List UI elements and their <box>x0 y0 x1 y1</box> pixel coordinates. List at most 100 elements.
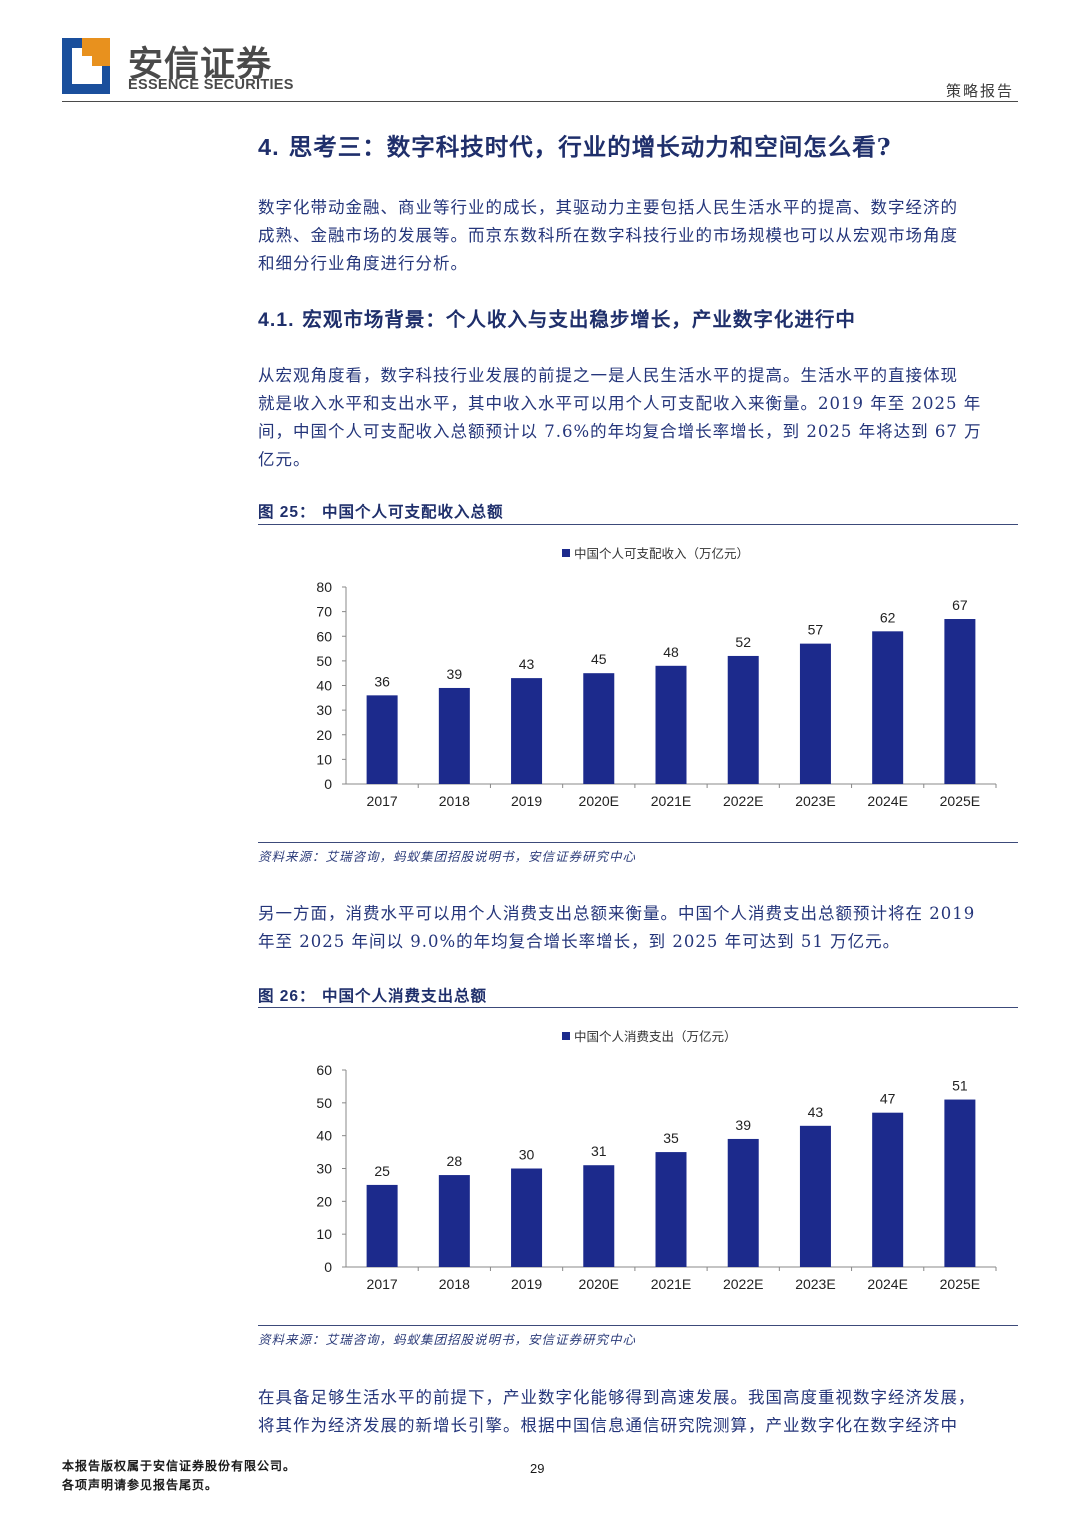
footer-disclaimer: 各项声明请参见报告尾页。 <box>62 1478 219 1492</box>
x-tick-label: 2023E <box>795 793 835 809</box>
text-line: 年至 2025 年间以 9.0%的年均复合增长率增长，到 2025 年可达到 5… <box>258 932 901 951</box>
y-tick-label: 10 <box>316 1226 332 1242</box>
data-label: 30 <box>519 1147 535 1163</box>
bar <box>727 1138 759 1267</box>
legend-label: 中国个人可支配收入（万亿元） <box>574 546 749 561</box>
data-label: 43 <box>519 656 535 672</box>
y-tick-label: 30 <box>316 702 332 718</box>
data-label: 45 <box>591 651 607 667</box>
legend-swatch <box>562 549 570 557</box>
x-tick-label: 2025E <box>940 1276 980 1292</box>
data-label: 43 <box>808 1104 824 1120</box>
header-divider <box>62 101 1018 102</box>
data-label: 35 <box>663 1130 679 1146</box>
figure-divider <box>258 842 1018 843</box>
y-tick-label: 30 <box>316 1161 332 1177</box>
y-tick-label: 60 <box>316 628 332 644</box>
text-line: 另一方面，消费水平可以用个人消费支出总额来衡量。中国个人消费支出总额预计将在 2… <box>258 904 976 923</box>
income-paragraph: 从宏观角度看，数字科技行业发展的前提之一是人民生活水平的提高。生活水平的直接体现… <box>258 362 1022 474</box>
y-tick-label: 20 <box>316 727 332 743</box>
subsection-title: 宏观市场背景：个人收入与支出稳步增长，产业数字化进行中 <box>302 308 856 331</box>
text-line: 数字化带动金融、商业等行业的成长，其驱动力主要包括人民生活水平的提高、数字经济的 <box>258 198 958 217</box>
x-tick-label: 2021E <box>651 1276 691 1292</box>
data-label: 47 <box>880 1091 896 1107</box>
bar <box>799 1125 831 1267</box>
x-tick-label: 2025E <box>940 793 980 809</box>
x-tick-label: 2020E <box>579 793 619 809</box>
text-line: 成熟、金融市场的发展等。而京东数科所在数字科技行业的市场规模也可以从宏观市场角度 <box>258 226 958 245</box>
y-tick-label: 40 <box>316 678 332 694</box>
data-label: 39 <box>447 666 463 682</box>
text-line: 和细分行业角度进行分析。 <box>258 254 468 273</box>
bar <box>366 695 398 784</box>
text-line: 从宏观角度看，数字科技行业发展的前提之一是人民生活水平的提高。生活水平的直接体现 <box>258 366 958 385</box>
bar <box>511 678 543 784</box>
bar <box>727 655 759 784</box>
y-tick-label: 60 <box>316 1062 332 1078</box>
figure-25-title: 图 25： 中国个人可支配收入总额 <box>258 500 503 522</box>
bar <box>872 631 904 784</box>
figure-title-text: 中国个人可支配收入总额 <box>321 502 504 521</box>
brand-name-cn: 安信证券 <box>128 45 273 85</box>
bar <box>366 1184 398 1267</box>
data-label: 62 <box>880 609 896 625</box>
company-logo-icon <box>62 38 110 94</box>
x-tick-label: 2021E <box>651 793 691 809</box>
y-tick-label: 0 <box>324 1259 332 1275</box>
consumption-bar-chart: 中国个人消费支出（万亿元） 0 10 20 30 40 50 60 25 2017 28 2018 30… <box>258 1018 1018 1308</box>
y-tick-label: 50 <box>316 1095 332 1111</box>
bar <box>511 1168 543 1267</box>
y-tick-label: 0 <box>324 776 332 792</box>
data-label: 48 <box>663 644 679 660</box>
figure-divider <box>258 1325 1018 1326</box>
data-label: 28 <box>447 1153 463 1169</box>
y-tick-label: 70 <box>316 604 332 620</box>
x-tick-label: 2018 <box>439 793 470 809</box>
y-tick-label: 80 <box>316 579 332 595</box>
figure-source: 资料来源：艾瑞咨询，蚂蚁集团招股说明书，安信证券研究中心 <box>258 1332 637 1347</box>
figure-label: 图 26： <box>258 988 316 1005</box>
page-number: 29 <box>530 1461 545 1476</box>
bar <box>655 1152 687 1267</box>
figure-divider <box>258 1007 1018 1008</box>
legend-label: 中国个人消费支出（万亿元） <box>574 1029 737 1044</box>
x-tick-label: 2017 <box>367 1276 398 1292</box>
figure-26-title: 图 26： 中国个人消费支出总额 <box>258 984 487 1006</box>
figure-source: 资料来源：艾瑞咨询，蚂蚁集团招股说明书，安信证券研究中心 <box>258 849 637 864</box>
bar <box>872 1112 904 1267</box>
text-line: 间，中国个人可支配收入总额预计以 7.6%的年均复合增长率增长，到 2025 年… <box>258 422 982 441</box>
bar <box>583 673 615 784</box>
brand-name-en: ESSENCE SECURITIES <box>128 77 294 93</box>
x-tick-label: 2017 <box>367 793 398 809</box>
data-label: 39 <box>735 1117 751 1133</box>
section-heading: 4. 思考三：数字科技时代，行业的增长动力和空间怎么看? <box>258 128 892 162</box>
income-bar-chart: 中国个人可支配收入（万亿元） 0 10 20 30 40 50 60 70 80 36 2017 39 2… <box>258 535 1018 825</box>
data-label: 67 <box>952 597 968 613</box>
report-type: 策略报告 <box>945 82 1014 100</box>
x-tick-label: 2022E <box>723 1276 763 1292</box>
subsection-heading: 4.1. 宏观市场背景：个人收入与支出稳步增长，产业数字化进行中 <box>258 303 856 332</box>
figure-divider <box>258 524 1018 525</box>
text-line: 亿元。 <box>258 450 311 469</box>
legend-swatch <box>562 1032 570 1040</box>
y-tick-label: 20 <box>316 1193 332 1209</box>
section-title: 思考三：数字科技时代，行业的增长动力和空间怎么看? <box>288 133 892 161</box>
data-label: 57 <box>808 622 824 638</box>
y-tick-label: 50 <box>316 653 332 669</box>
x-tick-label: 2023E <box>795 1276 835 1292</box>
x-tick-label: 2022E <box>723 793 763 809</box>
bar <box>438 1175 470 1267</box>
text-line: 将其作为经济发展的新增长引擎。根据中国信息通信研究院测算，产业数字化在数字经济中 <box>258 1416 958 1435</box>
x-tick-label: 2024E <box>867 793 907 809</box>
x-tick-label: 2019 <box>511 1276 542 1292</box>
section-intro-paragraph: 数字化带动金融、商业等行业的成长，其驱动力主要包括人民生活水平的提高、数字经济的… <box>258 194 1022 278</box>
x-tick-label: 2018 <box>439 1276 470 1292</box>
x-tick-label: 2019 <box>511 793 542 809</box>
industry-digitalization-paragraph: 在具备足够生活水平的前提下，产业数字化能够得到高速发展。我国高度重视数字经济发展… <box>258 1384 1022 1440</box>
bar <box>583 1165 615 1267</box>
footer-copyright: 本报告版权属于安信证券股份有限公司。 <box>62 1459 297 1473</box>
consumption-paragraph: 另一方面，消费水平可以用个人消费支出总额来衡量。中国个人消费支出总额预计将在 2… <box>258 900 1022 956</box>
x-tick-label: 2020E <box>579 1276 619 1292</box>
text-line: 就是收入水平和支出水平，其中收入水平可以用个人可支配收入来衡量。2019 年至 … <box>258 394 982 413</box>
y-tick-label: 10 <box>316 751 332 767</box>
